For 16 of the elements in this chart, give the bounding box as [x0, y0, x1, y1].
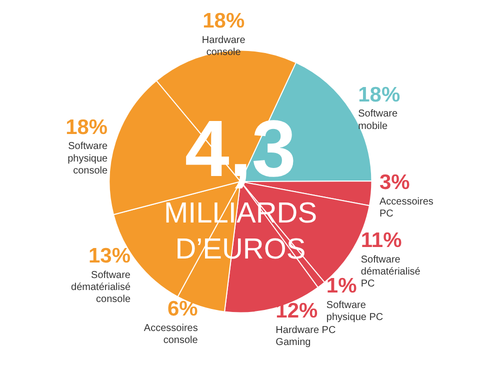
slice-label: Software dématérialisé console	[71, 270, 131, 306]
data-label: 1%	[326, 274, 358, 298]
slice-label: Accessoires console	[144, 322, 198, 346]
data-label: 3%	[380, 171, 410, 194]
slice-label: Accessoires PC	[380, 196, 434, 220]
data-label: 6%	[167, 297, 198, 320]
slice-label: Software dématérialisé PC	[360, 254, 421, 290]
data-label: 18%	[66, 116, 108, 139]
data-label: 13%	[88, 244, 131, 268]
slice-label: Software physique PC	[326, 300, 384, 323]
slice-label: Software physique console	[68, 141, 108, 176]
slice-label: Hardware PC Gaming	[276, 324, 336, 348]
data-label: 18%	[358, 83, 400, 106]
data-label: 11%	[360, 229, 402, 252]
slice-label: Software mobile	[358, 108, 398, 132]
data-label: 18%	[202, 9, 245, 32]
